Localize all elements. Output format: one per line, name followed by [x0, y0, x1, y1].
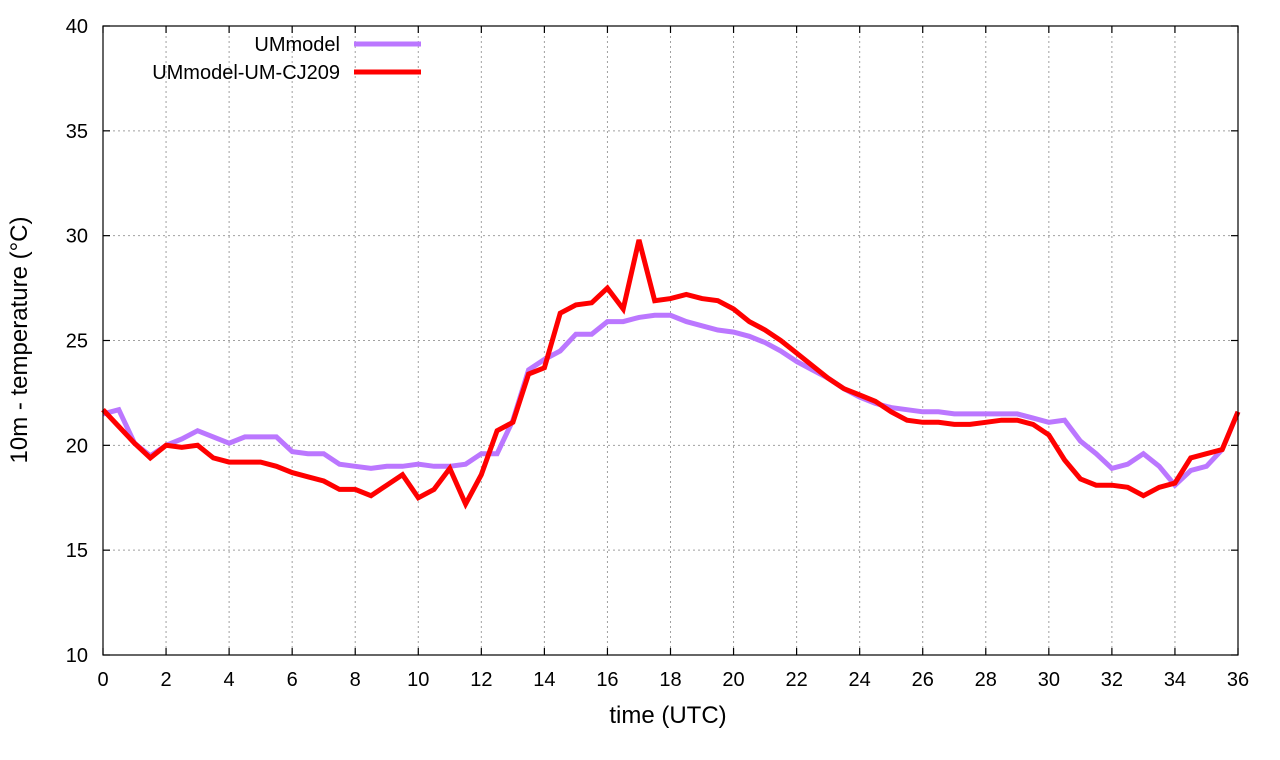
y-tick-label: 25	[66, 331, 88, 353]
series-line-2	[101, 239, 1241, 510]
series-lines	[101, 239, 1241, 510]
x-tick-label: 12	[470, 669, 492, 691]
series-line-1	[102, 312, 1241, 489]
y-tick-label: 15	[66, 540, 88, 562]
x-tick-label: 14	[533, 669, 555, 691]
x-tick-label: 20	[722, 669, 744, 691]
x-tick-label: 18	[659, 669, 681, 691]
x-tick-label: 4	[224, 669, 235, 691]
grid-lines	[103, 26, 1238, 655]
legend-label: UMmodel	[254, 34, 340, 56]
x-tick-label: 10	[407, 669, 429, 691]
x-tick-label: 28	[975, 669, 997, 691]
axis-ticks: 0 2 4 6 8 10 12 14 16 18 20 22 24 26 28 30 32 34 361015202…	[66, 16, 1249, 691]
x-axis-label: time (UTC)	[609, 702, 726, 729]
y-tick-label: 30	[66, 226, 88, 248]
x-tick-label: 2	[160, 669, 171, 691]
x-tick-label: 8	[350, 669, 361, 691]
y-tick-label: 20	[66, 435, 88, 457]
x-tick-label: 24	[849, 669, 871, 691]
x-tick-label: 36	[1227, 669, 1249, 691]
y-tick-label: 10	[66, 645, 88, 667]
x-tick-label: 6	[287, 669, 298, 691]
y-axis-label: 10m - temperature (°C)	[6, 217, 33, 464]
x-tick-label: 26	[912, 669, 934, 691]
y-tick-label: 40	[66, 16, 88, 38]
y-tick-label: 35	[66, 121, 88, 143]
legend: UMmodel UMmodel-UM-CJ209	[152, 34, 421, 84]
x-tick-label: 30	[1038, 669, 1060, 691]
legend-label: UMmodel-UM-CJ209	[152, 62, 340, 84]
x-tick-label: 22	[785, 669, 807, 691]
x-tick-label: 16	[596, 669, 618, 691]
x-tick-label: 32	[1101, 669, 1123, 691]
x-tick-label: 34	[1164, 669, 1186, 691]
x-tick-label: 0	[97, 669, 108, 691]
